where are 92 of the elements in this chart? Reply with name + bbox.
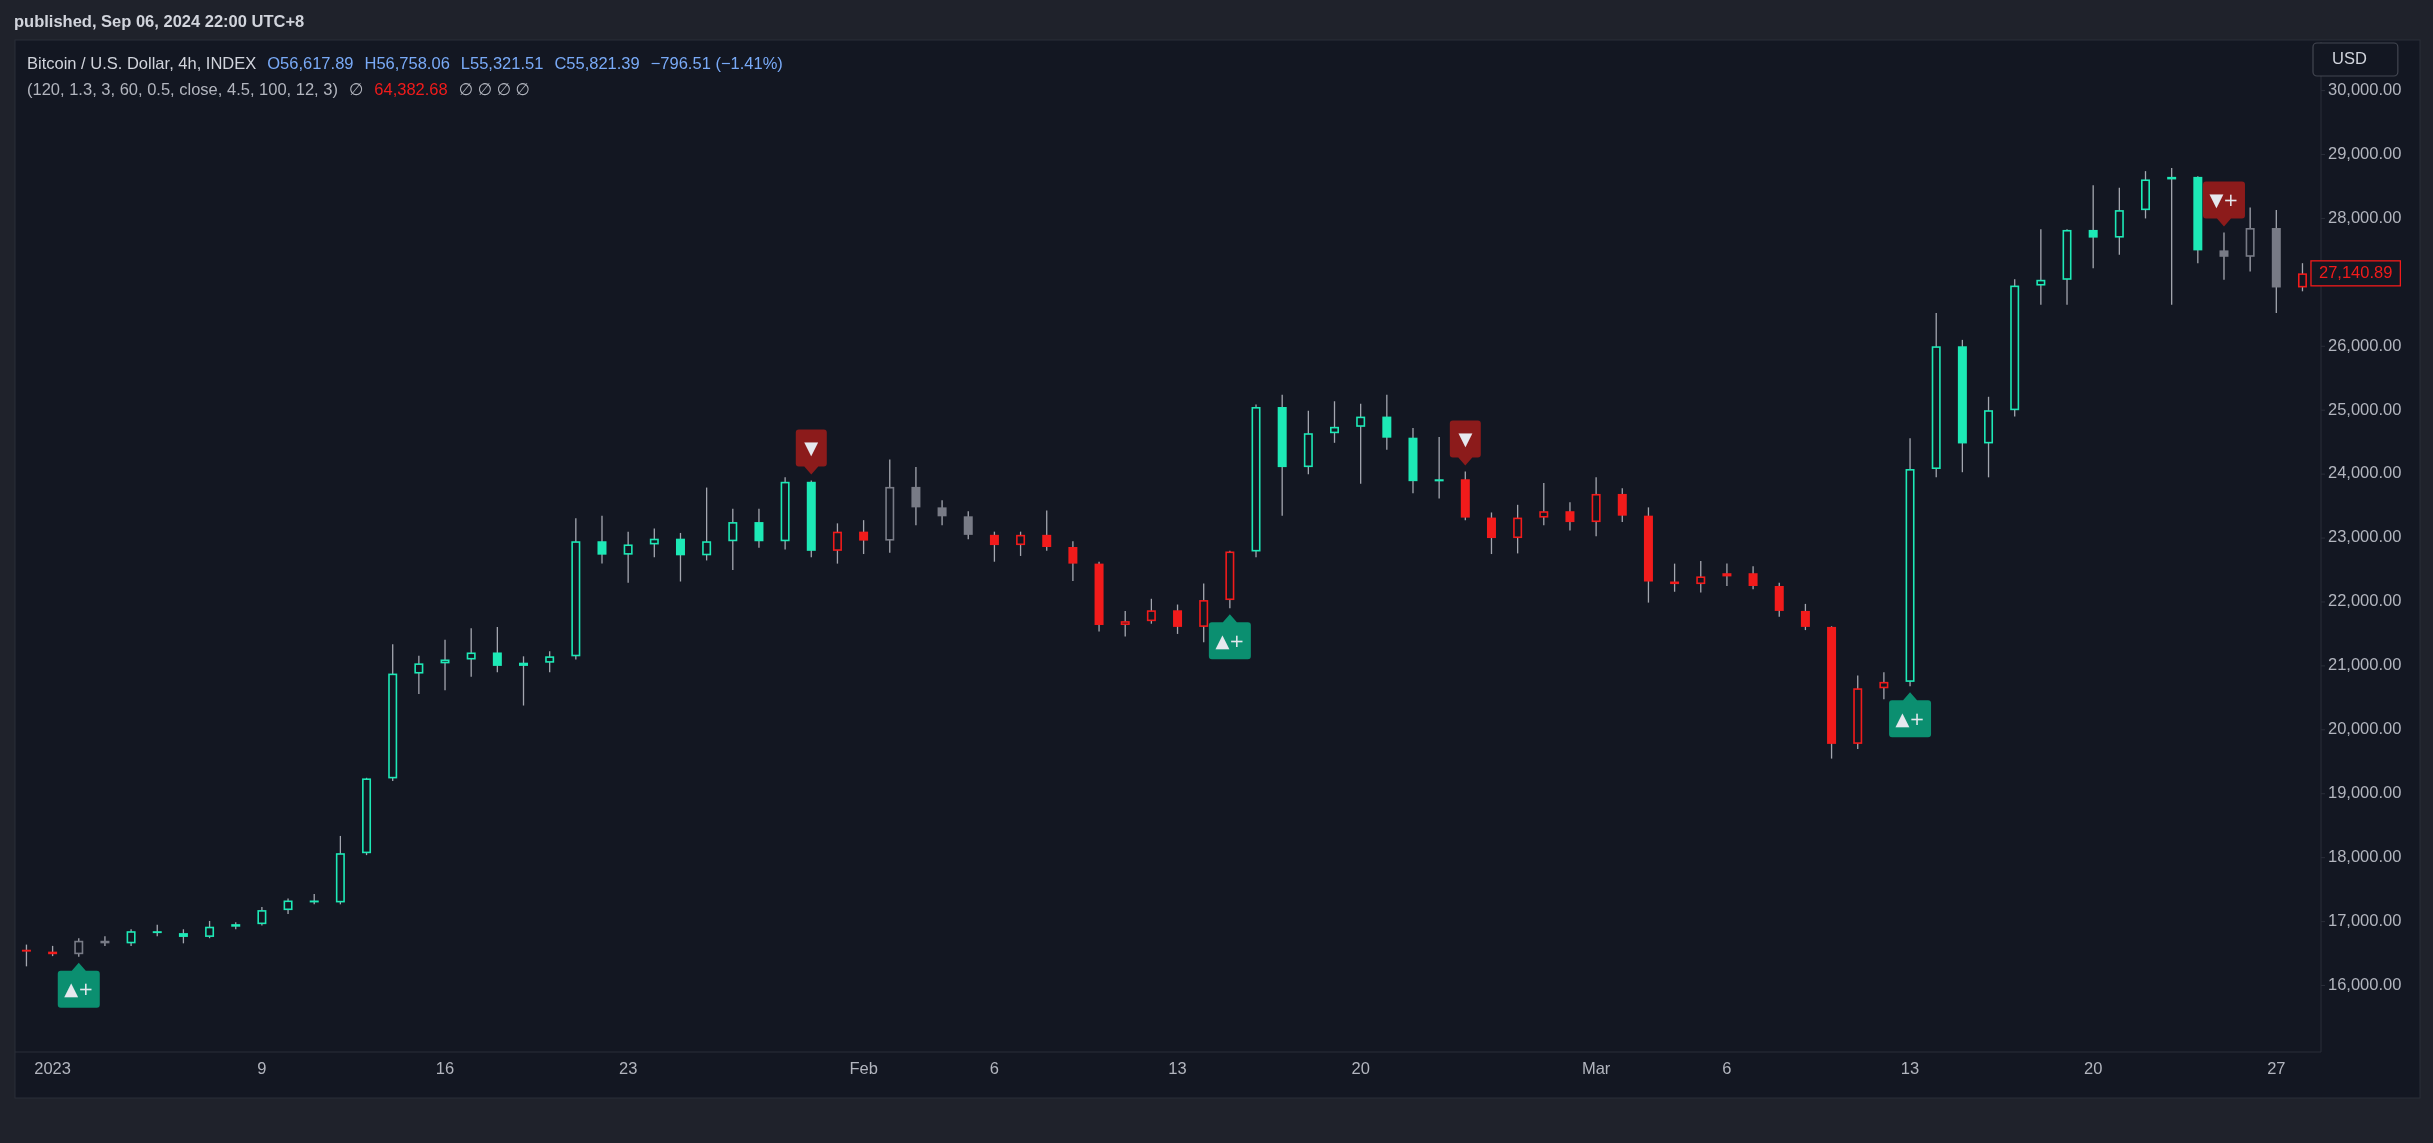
- x-tick-label: 23: [618, 1059, 638, 1078]
- candlestick: [1120, 610, 1130, 638]
- candlestick: [1748, 565, 1758, 590]
- candlestick: [1486, 511, 1496, 555]
- y-tick-label: 17,000.00: [2328, 910, 2402, 929]
- y-tick-label: 23,000.00: [2328, 527, 2402, 546]
- candlestick: [1042, 509, 1052, 552]
- candlestick: [1434, 436, 1444, 500]
- candlestick: [1879, 671, 1889, 700]
- x-tick-label: Mar: [1581, 1059, 1611, 1078]
- x-tick-label: 6: [1722, 1059, 1732, 1078]
- x-tick-label: Feb: [849, 1059, 878, 1078]
- annotation: ▼: [804, 437, 819, 459]
- candlestick: [492, 626, 502, 673]
- candlestick: [1068, 540, 1078, 582]
- y-tick-label: 22,000.00: [2328, 591, 2402, 610]
- candlestick: [675, 532, 685, 583]
- candlestick: [2088, 184, 2098, 269]
- candlestick: [1800, 603, 1810, 631]
- candlestick: [623, 531, 633, 584]
- annotation: ▼+: [2209, 188, 2239, 210]
- candlestick: [1539, 482, 1549, 526]
- candlestick: [937, 499, 947, 526]
- candlestick: [414, 655, 424, 695]
- y-tick-label: 16,000.00: [2328, 974, 2402, 993]
- x-tick-label: 20: [1351, 1059, 1370, 1078]
- candlestick: [597, 515, 607, 565]
- candlestick: [1513, 504, 1523, 555]
- candlestick: [1146, 598, 1156, 625]
- candlestick: [21, 943, 31, 967]
- candlestick: [728, 508, 738, 571]
- candlestick: [2167, 167, 2177, 306]
- annotation: ∅: [348, 80, 364, 98]
- candlestick: [963, 510, 973, 540]
- annotation: H56,758.06: [364, 54, 450, 72]
- text: Bitcoin / U.S. Dollar, 4h, INDEX: [27, 54, 257, 72]
- candlestick: [1016, 531, 1026, 557]
- candlestick: [649, 527, 659, 558]
- y-tick-label: 26,000.00: [2328, 335, 2402, 354]
- annotation: ▲+: [1215, 629, 1245, 651]
- y-tick-label: 24,000.00: [2328, 463, 2402, 482]
- y-tick-label: 19,000.00: [2328, 783, 2402, 802]
- y-tick-label: 28,000.00: [2328, 207, 2402, 226]
- candlestick: [74, 937, 84, 958]
- candlestick: [1382, 394, 1392, 451]
- annotation: L55,321.51: [460, 54, 544, 72]
- candlestick: [1173, 603, 1183, 635]
- annotation: 27,140.89: [2318, 263, 2393, 282]
- candlestick: [2036, 228, 2046, 306]
- candlestick: [1330, 400, 1340, 444]
- annotation: (120, 1.3, 3, 60, 0.5, close, 4.5, 100, 12, 3): [27, 80, 338, 98]
- annotation: −796.51 (−1.41%): [650, 54, 783, 72]
- candlestick: [702, 486, 712, 562]
- candlestick: [1617, 487, 1627, 523]
- annotation: ▲+: [1895, 707, 1925, 729]
- candlestick: [989, 531, 999, 563]
- y-tick-label: 25,000.00: [2328, 399, 2402, 418]
- x-tick-label: 2023: [34, 1059, 71, 1078]
- candlestick: [1722, 562, 1732, 587]
- candlestick: [832, 522, 842, 565]
- y-tick-label: 30,000.00: [2328, 79, 2402, 98]
- candlestick: [2219, 231, 2229, 281]
- candlestick: [911, 466, 921, 526]
- text: USD: [2332, 49, 2367, 68]
- annotation: O56,617.89: [267, 54, 354, 72]
- candlestick: [257, 906, 267, 927]
- x-tick-label: 13: [1900, 1059, 1920, 1078]
- x-tick-label: 16: [435, 1059, 455, 1078]
- candlestick: [519, 655, 529, 707]
- x-tick-label: 9: [257, 1059, 267, 1078]
- candlestick: [754, 508, 764, 549]
- annotation: 64,382.68: [374, 80, 448, 98]
- candlestick: [1565, 501, 1575, 532]
- text: published, Sep 06, 2024 22:00 UTC+8: [14, 12, 305, 30]
- y-tick-label: 20,000.00: [2328, 719, 2402, 738]
- candlestick: [466, 627, 476, 678]
- annotation: ▼: [1458, 428, 1473, 450]
- x-tick-label: 13: [1168, 1059, 1187, 1078]
- y-tick-label: 29,000.00: [2328, 143, 2402, 162]
- annotation: ∅ ∅ ∅ ∅: [458, 80, 530, 98]
- y-tick-label: 18,000.00: [2328, 847, 2402, 866]
- candlestick: [545, 650, 555, 673]
- candlestick: [2297, 262, 2307, 292]
- y-tick-label: 21,000.00: [2328, 655, 2402, 674]
- x-tick-label: 20: [2084, 1059, 2103, 1078]
- annotation: ▲+: [64, 978, 94, 1000]
- x-tick-label: 27: [2267, 1059, 2286, 1078]
- annotation: C55,821.39: [554, 54, 640, 72]
- candlestick: [859, 519, 869, 555]
- candlestick: [1696, 560, 1706, 594]
- x-tick-label: 6: [989, 1059, 999, 1078]
- candlestick: [1356, 403, 1366, 485]
